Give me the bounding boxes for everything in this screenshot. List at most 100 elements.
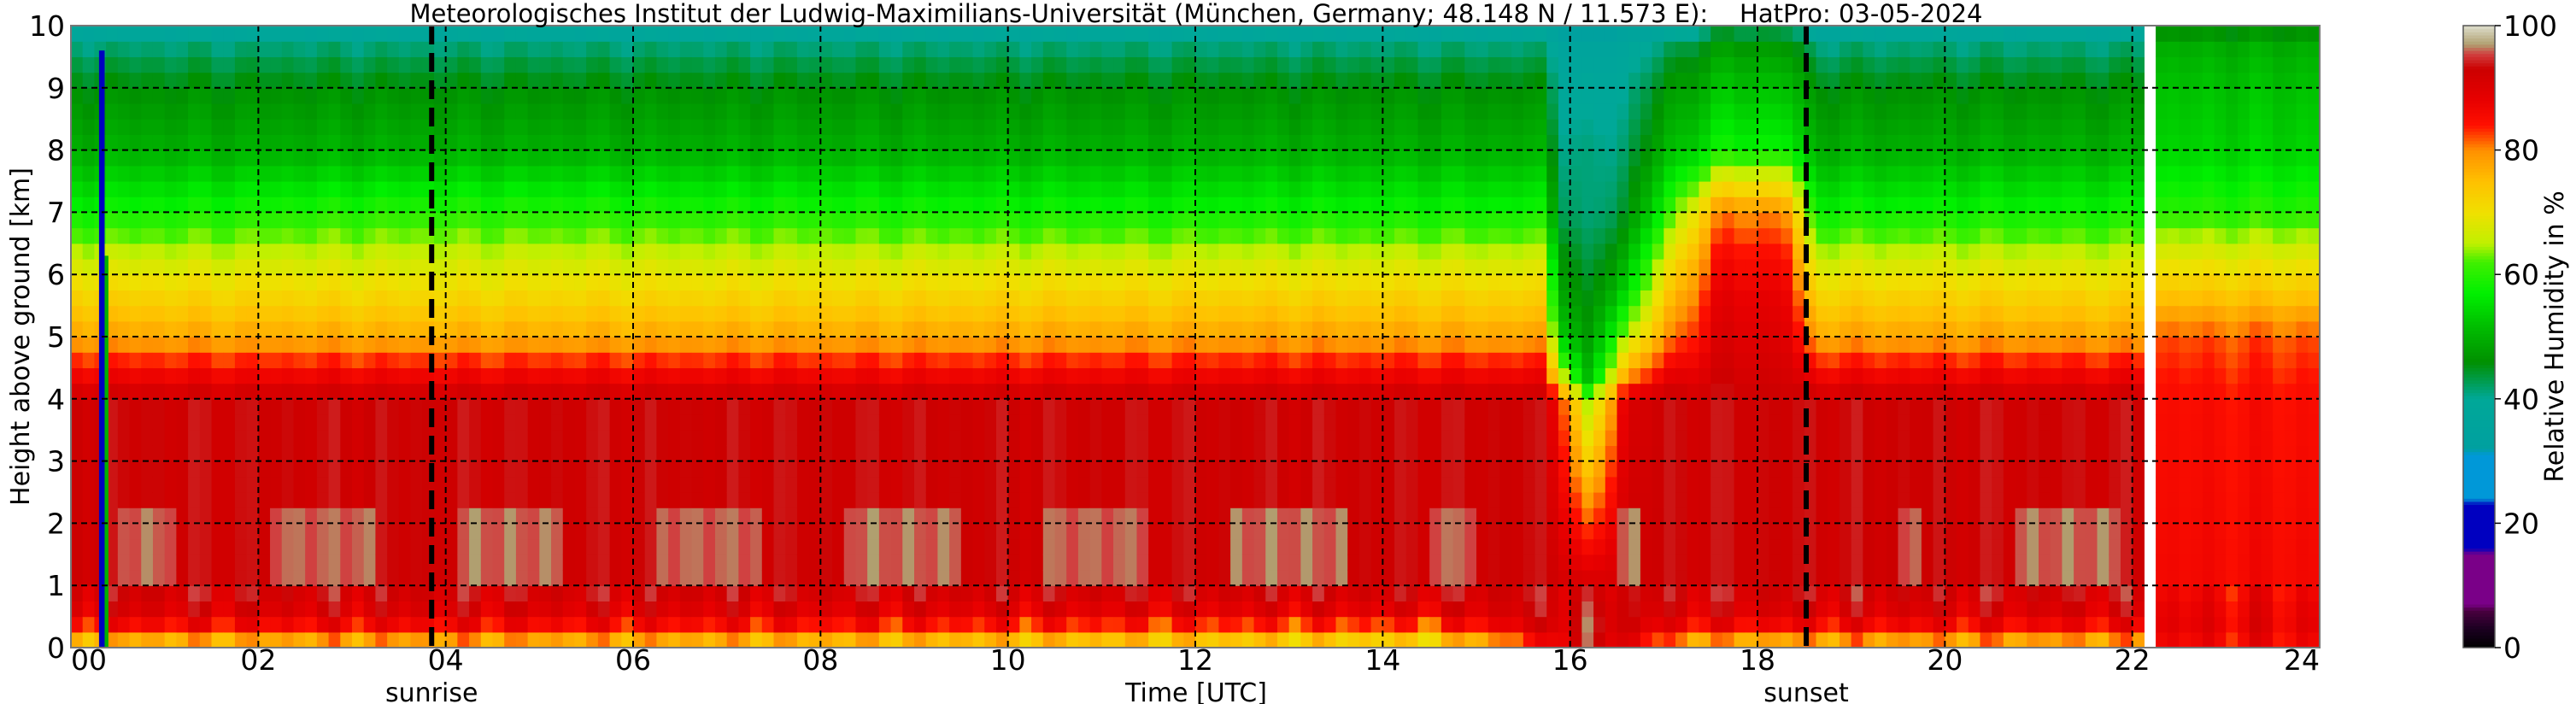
heatmap-cell	[832, 165, 845, 182]
heatmap-cell	[246, 243, 259, 260]
heatmap-cell	[832, 227, 845, 244]
heatmap-cell	[316, 631, 330, 648]
heatmap-cell	[1347, 398, 1360, 415]
heatmap-cell	[305, 150, 318, 167]
heatmap-cell	[1019, 197, 1032, 213]
heatmap-cell	[1335, 56, 1348, 73]
heatmap-cell	[1218, 414, 1231, 431]
heatmap-cell	[258, 243, 271, 260]
heatmap-cell	[1488, 538, 1501, 555]
heatmap-cell	[1241, 181, 1255, 197]
heatmap-cell	[1464, 305, 1477, 322]
heatmap-cell	[199, 367, 213, 384]
heatmap-cell	[539, 103, 552, 120]
heatmap-cell	[574, 367, 587, 384]
heatmap-cell	[1382, 445, 1395, 462]
heatmap-cell	[984, 523, 997, 540]
heatmap-cell	[1054, 72, 1067, 89]
heatmap-cell	[1206, 259, 1220, 275]
heatmap-cell	[691, 197, 704, 213]
heatmap-cell	[890, 538, 903, 555]
heatmap-cell	[480, 72, 494, 89]
heatmap-cell	[949, 227, 962, 244]
heatmap-cell	[843, 290, 857, 307]
heatmap-cell	[609, 476, 622, 493]
heatmap-cell	[211, 305, 224, 322]
heatmap-cell	[1113, 445, 1126, 462]
heatmap-cell	[1323, 290, 1337, 307]
heatmap-cell	[703, 181, 716, 197]
heatmap-cell	[1405, 26, 1419, 42]
heatmap-cell	[1206, 631, 1220, 648]
heatmap-cell	[199, 150, 213, 167]
heatmap-cell	[398, 414, 412, 431]
heatmap-cell	[1276, 26, 1290, 42]
heatmap-cell	[445, 570, 458, 586]
heatmap-cell	[1441, 461, 1454, 478]
heatmap-cell	[902, 476, 915, 493]
heatmap-cell	[1441, 227, 1454, 244]
heatmap-cell	[1405, 476, 1419, 493]
heatmap-cell	[1159, 259, 1173, 275]
heatmap-cell	[1476, 538, 1489, 555]
heatmap-cell	[808, 259, 821, 275]
heatmap-cell	[1382, 507, 1395, 524]
heatmap-cell	[1335, 243, 1348, 260]
heatmap-cell	[211, 134, 224, 151]
heatmap-cell	[995, 41, 1009, 57]
heatmap-cell	[1499, 616, 1512, 633]
heatmap-cell	[855, 103, 868, 120]
heatmap-cell	[960, 631, 974, 648]
heatmap-cell	[1148, 197, 1161, 213]
heatmap-cell	[878, 585, 892, 601]
heatmap-cell	[293, 352, 306, 368]
heatmap-cell	[176, 476, 189, 493]
heatmap-cell	[410, 56, 423, 73]
heatmap-cell	[960, 492, 974, 508]
heatmap-cell	[1488, 337, 1501, 353]
heatmap-cell	[551, 554, 564, 571]
heatmap-cell	[258, 414, 271, 431]
heatmap-cell	[1323, 72, 1337, 89]
heatmap-cell	[71, 383, 84, 400]
heatmap-cell	[1476, 616, 1489, 633]
heatmap-cell	[1276, 616, 1290, 633]
heatmap-cell	[1077, 243, 1091, 260]
heatmap-cell	[352, 523, 365, 540]
heatmap-cell	[1159, 616, 1173, 633]
heatmap-cell	[1476, 197, 1489, 213]
heatmap-cell	[246, 26, 259, 42]
heatmap-cell	[1276, 492, 1290, 508]
heatmap-cell	[469, 134, 482, 151]
heatmap-cell	[1323, 305, 1337, 322]
heatmap-cell	[1464, 476, 1477, 493]
heatmap-cell	[1452, 601, 1465, 618]
heatmap-cell	[504, 87, 517, 104]
heatmap-cell	[1265, 554, 1278, 571]
heatmap-cell	[867, 554, 880, 571]
heatmap-cell	[597, 383, 611, 400]
heatmap-cell	[750, 430, 763, 446]
heatmap-cell	[691, 103, 704, 120]
heatmap-cell	[925, 367, 939, 384]
heatmap-cell	[1077, 492, 1091, 508]
heatmap-cell	[995, 461, 1009, 478]
heatmap-cell	[211, 274, 224, 290]
heatmap-cell	[1042, 197, 1056, 213]
heatmap-cell	[504, 305, 517, 322]
heatmap-cell	[984, 243, 997, 260]
heatmap-cell	[492, 507, 505, 524]
heatmap-cell	[234, 197, 248, 213]
heatmap-cell	[878, 616, 892, 633]
heatmap-cell	[527, 616, 540, 633]
heatmap-cell	[539, 72, 552, 89]
heatmap-cell	[246, 212, 259, 229]
heatmap-cell	[527, 492, 540, 508]
heatmap-cell	[1031, 601, 1044, 618]
heatmap-cell	[246, 41, 259, 57]
heatmap-cell	[1370, 72, 1383, 89]
heatmap-cell	[1218, 523, 1231, 540]
heatmap-cell	[234, 56, 248, 73]
heatmap-cell	[1007, 601, 1020, 618]
heatmap-cell	[1335, 72, 1348, 89]
